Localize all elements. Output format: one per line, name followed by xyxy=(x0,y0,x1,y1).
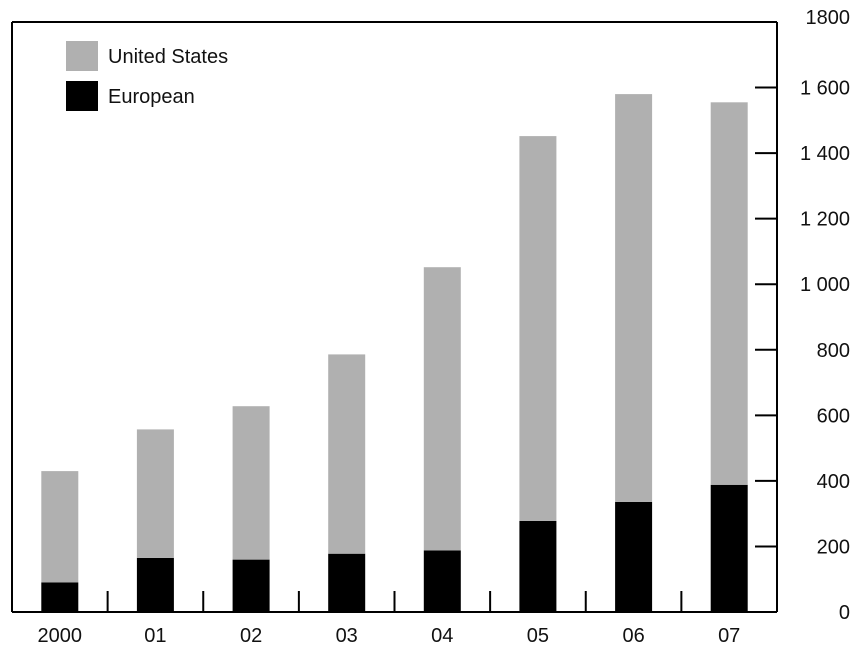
y-tick-label-1200: 1 200 xyxy=(800,209,850,231)
x-axis-ticks xyxy=(54,591,745,612)
y-tick-label-1800: 1800 xyxy=(806,7,851,29)
y-axis-tick-labels: 0 200 400 600 800 1 000 1 200 1 400 1 600 1800 xyxy=(800,7,850,624)
bar-united-states-03 xyxy=(328,354,366,554)
y-tick-label-600: 600 xyxy=(817,405,850,427)
bar-united-states-04 xyxy=(423,267,461,551)
y-tick-label-0: 0 xyxy=(839,602,850,624)
y-tick-label-1400: 1 400 xyxy=(800,143,850,165)
plot-frame xyxy=(11,21,778,613)
legend-label-european: European xyxy=(108,86,195,108)
bar-european-06 xyxy=(615,501,653,612)
x-tick-label-2000: 2000 xyxy=(38,625,83,647)
x-tick-label-06: 06 xyxy=(622,625,644,647)
y-tick-label-800: 800 xyxy=(817,340,850,362)
x-tick-label-03: 03 xyxy=(336,625,358,647)
bar-united-states-01 xyxy=(136,429,174,558)
bars xyxy=(41,94,748,612)
bar-european-04 xyxy=(423,550,461,612)
bar-united-states-2000 xyxy=(41,471,79,583)
bar-european-02 xyxy=(232,559,270,612)
y-axis-ticks xyxy=(755,86,777,548)
bar-european-03 xyxy=(328,553,366,612)
legend-swatch-european xyxy=(66,81,98,111)
x-tick-label-07: 07 xyxy=(718,625,740,647)
x-tick-label-02: 02 xyxy=(240,625,262,647)
x-tick-label-01: 01 xyxy=(144,625,166,647)
x-axis-tick-labels: 2000 01 02 03 04 05 06 07 xyxy=(38,625,741,647)
legend-label-united-states: United States xyxy=(108,46,228,68)
y-tick-label-1600: 1 600 xyxy=(800,78,850,100)
y-tick-label-1000: 1 000 xyxy=(800,274,850,296)
bar-european-01 xyxy=(136,557,174,612)
bar-european-07 xyxy=(710,484,748,612)
bar-european-2000 xyxy=(41,582,79,612)
bar-european-05 xyxy=(519,520,557,612)
y-tick-label-200: 200 xyxy=(817,536,850,558)
bar-united-states-06 xyxy=(615,94,653,502)
legend-swatch-united-states xyxy=(66,41,98,71)
x-tick-label-04: 04 xyxy=(431,625,453,647)
legend: United States European xyxy=(66,41,228,111)
bar-united-states-05 xyxy=(519,136,557,521)
x-tick-label-05: 05 xyxy=(527,625,549,647)
y-tick-label-400: 400 xyxy=(817,471,850,493)
bar-united-states-02 xyxy=(232,406,270,560)
bar-united-states-07 xyxy=(710,102,748,485)
